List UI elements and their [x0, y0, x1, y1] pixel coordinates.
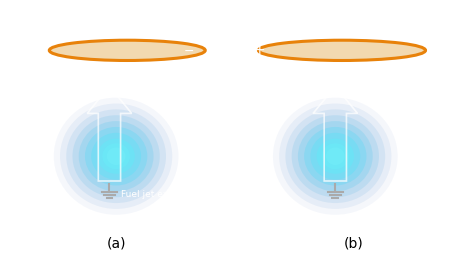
- Ellipse shape: [107, 147, 126, 165]
- Ellipse shape: [304, 127, 366, 185]
- Ellipse shape: [79, 121, 154, 191]
- Text: Flow direction: Flow direction: [134, 86, 202, 96]
- Ellipse shape: [49, 40, 205, 60]
- Ellipse shape: [310, 133, 360, 180]
- Ellipse shape: [285, 109, 385, 203]
- Polygon shape: [36, 68, 54, 91]
- Text: $+$: $+$: [253, 43, 265, 57]
- Ellipse shape: [98, 139, 135, 174]
- Text: Mesh: Mesh: [179, 23, 206, 33]
- Ellipse shape: [317, 139, 354, 174]
- Ellipse shape: [298, 121, 373, 191]
- Ellipse shape: [85, 127, 147, 185]
- Polygon shape: [420, 68, 428, 167]
- Ellipse shape: [321, 143, 349, 169]
- Polygon shape: [41, 91, 49, 190]
- Ellipse shape: [326, 147, 345, 165]
- Ellipse shape: [73, 115, 160, 197]
- Ellipse shape: [258, 40, 426, 60]
- Text: (a): (a): [106, 237, 126, 251]
- Text: (b): (b): [343, 237, 363, 251]
- Ellipse shape: [66, 109, 166, 203]
- Polygon shape: [416, 167, 433, 190]
- Ellipse shape: [279, 104, 392, 209]
- Ellipse shape: [60, 104, 172, 209]
- Ellipse shape: [102, 143, 130, 169]
- Text: $\mathit{E}_+$: $\mathit{E}_+$: [14, 60, 33, 77]
- Ellipse shape: [91, 133, 141, 180]
- Text: $\mathit{E}_-$: $\mathit{E}_-$: [433, 190, 453, 204]
- Text: Fuel jet exit: Fuel jet exit: [120, 190, 174, 199]
- Text: $-$: $-$: [183, 44, 194, 57]
- Ellipse shape: [292, 115, 379, 197]
